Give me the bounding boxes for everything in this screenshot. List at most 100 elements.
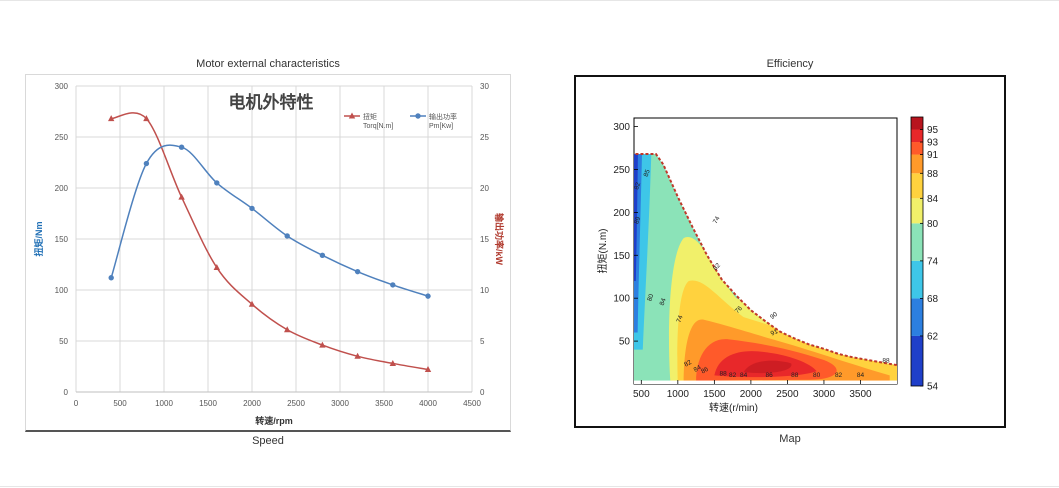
y-right-axis-title: 输出功率/kW [494,213,505,266]
power-point [108,275,114,281]
contour-label: 89 [633,216,642,226]
colorbar-tick-label: 74 [927,256,939,267]
colorbar-tick-label: 54 [927,382,939,393]
y-right-tick-label: 20 [480,184,489,193]
region-54 [634,154,639,282]
colorbar-band [911,298,923,336]
x-tick-label: 1500 [199,399,217,408]
x-tick-label: 4500 [463,399,481,408]
x-axis-title: 转速(r/min) [709,401,758,414]
contour-label: 80 [813,372,821,379]
torque-point [178,193,185,200]
x-tick-label: 3500 [375,399,393,408]
y-right-tick-label: 15 [480,235,489,244]
y-left-tick-label: 0 [64,388,69,397]
contour-label: 74 [712,215,722,225]
torque-point [213,264,220,271]
contour-label: 88 [720,370,728,377]
torque-point [284,326,291,333]
x-tick-label: 3000 [331,399,349,408]
power-point [143,160,150,167]
x-tick-label: 3000 [813,389,836,400]
torque-point [354,352,361,359]
power-point [249,205,255,212]
y-left-tick-label: 50 [59,337,68,346]
power-point [178,144,185,150]
power-point [284,233,290,239]
colorbar-tick-label: 88 [927,169,939,180]
colorbar-band [911,117,923,130]
contour-label: 86 [700,366,710,376]
series-line-torque [111,112,429,371]
contour-label: 90 [769,311,779,321]
x-tick-label: 1000 [667,389,690,400]
motor-characteristics-chart: 0 500 1000 1500 2000 2500 3000 3500 4000 4500 0 50 1… [25,74,511,432]
x-tick-label: 4000 [419,399,437,408]
efficiency-map-chart: 82 85 89 74 80 84 74 82 76 90 91 82 84 86 88 82 84 86 88 80… [574,75,1006,428]
power-point [390,282,396,288]
colorbar-band [911,198,923,224]
x-axis-title: 转速/rpm [255,415,293,426]
torque-point [424,366,432,373]
y-tick-label: 200 [613,208,630,219]
torque-point [248,300,256,307]
right-chart-caption-bottom: Map [779,433,801,445]
colorbar-tick-label: 91 [927,150,939,161]
left-chart-caption-bottom: Speed [252,435,284,447]
y-left-axis-title: 扭矩/Nm [33,221,44,256]
legend-unit: Torq[N.m] [363,123,393,130]
legend-triangle-marker [348,112,356,119]
colorbar-tick-label: 93 [927,138,939,149]
colorbar-tick-label: 95 [927,125,939,136]
contour-label: 84 [693,364,703,374]
y-tick-label: 100 [613,294,630,305]
x-tick-label: 1500 [703,389,726,400]
contour-label: 84 [857,372,865,379]
motor-characteristics-plot: 0 500 1000 1500 2000 2500 3000 3500 4000 45000501… [33,82,505,426]
contour-label: 88 [882,358,890,365]
x-tick-label: 500 [633,389,650,400]
torque-point [143,115,150,122]
x-tick-label: 500 [113,399,127,408]
y-right-tick-label: 10 [480,286,489,295]
power-point [354,268,361,275]
y-left-tick-label: 100 [55,286,69,295]
colorbar-band [911,223,923,261]
y-left-tick-label: 300 [55,82,69,91]
x-tick-label: 2500 [776,389,799,400]
x-tick-label: 0 [74,399,79,408]
power-point [214,180,220,186]
region-95 [743,360,792,374]
y-tick-label: 50 [619,337,631,348]
power-point [425,293,431,299]
contour-label: 74 [676,314,685,324]
contour-label: 84 [659,297,668,307]
y-tick-label: 250 [613,165,630,176]
y-right-tick-label: 30 [480,82,489,91]
contour-label: 91 [770,328,780,338]
y-left-tick-label: 150 [55,235,69,244]
contour-label: 84 [740,372,748,379]
torque-point [319,341,326,348]
colorbar-band [911,335,923,386]
chart-title: 电机外特性 [229,92,314,112]
legend-circle-marker [415,113,421,119]
x-tick-label: 2000 [740,389,763,400]
legend-label: 输出功率 [429,112,457,121]
colorbar-tick-label: 84 [927,194,939,205]
y-right-tick-label: 0 [480,388,485,397]
contour-label: 86 [766,372,774,379]
contour-label: 82 [683,359,693,369]
power-point [319,252,326,259]
bottom-divider [0,486,1059,487]
colorbar-tick-label: 68 [927,294,939,305]
x-tick-label: 3500 [849,389,872,400]
y-left-tick-label: 250 [55,133,69,142]
contour-label: 76 [734,305,744,315]
y-tick-label: 150 [613,251,630,262]
colorbar-band [911,154,923,174]
x-tick-label: 1000 [155,399,173,408]
y-axis-title: 扭矩(N.m) [596,229,609,274]
colorbar-frame [910,116,924,387]
